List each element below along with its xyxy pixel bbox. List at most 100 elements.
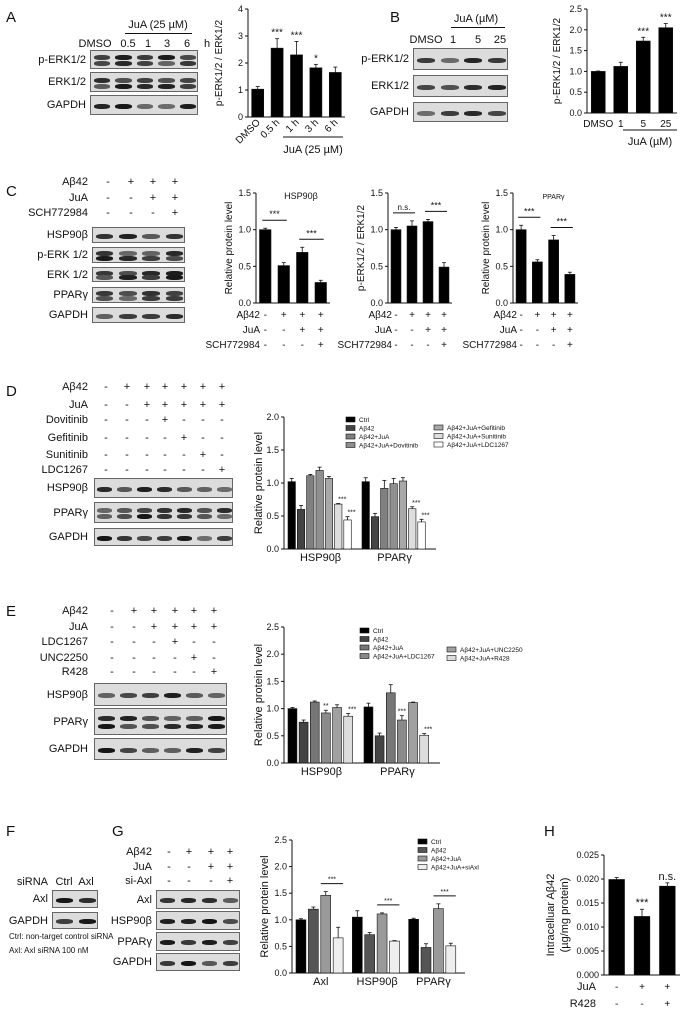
d-condition-mark: - [104,449,108,461]
chart-c1-bar [277,265,290,304]
panel-label-c: C [6,183,17,200]
g-condition-label: Aβ42 [126,846,152,858]
chart-d-legend-label: Aβ42+JuA+LDC1267 [447,442,509,449]
e-condition-mark: - [110,652,114,664]
protein-band [137,514,153,520]
chart-h-condition-mark: + [664,982,670,993]
chart-c2-bar [390,229,402,304]
chart-a-y-tick-label: 4 [238,4,243,14]
a-row-label: p-ERK1/2 [38,53,86,66]
e-condition-mark: + [210,605,218,617]
chart-e-y-tick-label: 2.0 [266,649,279,659]
protein-band [179,77,197,83]
chart-g-legend-label: Aβ42 [431,848,447,855]
protein-band [115,83,132,89]
chart-d-legend-swatch [345,416,356,423]
c-condition-mark: + [171,207,179,219]
protein-band [222,898,239,903]
protein-band [165,291,184,297]
chart-g-bar-ctrl [295,919,307,974]
chart-e-legend-swatch [446,646,457,653]
chart-c2-condition-mark: + [441,325,447,336]
chart-d-bar-ctrl [361,481,370,550]
g-condition-label: si-Axl [125,875,152,887]
chart-e-legend-swatch [446,655,457,661]
d-condition-mark: + [199,381,207,393]
protein-band [156,486,173,492]
protein-band [222,919,239,924]
c-condition-mark: - [129,192,133,204]
chart-c3-bracket-label: *** [556,217,567,227]
a-lane-label: 1 [144,38,152,50]
chart-g-group-label: Axl [313,976,328,988]
e-row-label: GAPDH [48,743,88,755]
c-condition-mark: - [106,192,110,204]
chart-c1-bar [259,229,272,304]
protein-band [165,270,184,276]
protein-band [464,57,483,63]
protein-band [416,57,435,63]
chart-e-bar-a-42-jua [309,701,320,764]
protein-band [464,110,483,116]
chart-e-bar-a-42-jua-r428 [343,715,353,764]
chart-g-bar-a-42-jua [433,908,444,974]
chart-a-significance-label: *** [271,28,283,39]
d-condition-mark: - [125,414,129,426]
chart-e-significance-label: ** [323,703,329,710]
protein-band [216,486,232,492]
d-condition-mark: - [163,449,167,461]
chart-c3-y-tick-label: 1.0 [495,225,508,235]
protein-band [159,919,176,924]
protein-band [141,715,159,721]
chart-d-y-tick-label: 0.0 [266,544,279,554]
chart-c2-condition-mark: + [409,310,415,321]
e-condition-mark: - [110,666,114,678]
protein-band [78,919,97,924]
g-condition-mark: + [185,846,193,858]
chart-c3-condition-label: SCH772984 [463,340,518,351]
g-condition-mark: - [187,861,191,873]
chart-e-y-axis-label: Relative protein level [253,644,265,746]
protein-band [97,514,113,520]
chart-g-y-tick-label: 2.5 [274,835,287,845]
chart-e-group-label: HSP90β [301,766,342,778]
protein-band [117,514,133,520]
d-condition-mark: - [145,432,149,444]
chart-c1-condition-mark: - [264,340,267,351]
panel-label-b: B [390,9,401,26]
e-condition-mark: - [192,666,196,678]
e-condition-mark: - [173,652,177,664]
chart-c2-bar [422,221,434,304]
protein-band [208,724,226,730]
protein-band [440,57,459,63]
protein-band [164,747,181,753]
protein-band [97,486,113,492]
chart-g-group-label: PPARγ [416,976,451,988]
chart-h-significance-label: n.s. [658,871,676,883]
g-condition-mark: + [226,846,234,858]
chart-g-y-axis-label: Relative protein level [259,855,271,957]
protein-band [97,535,113,541]
panel-label-f: F [6,823,16,840]
chart-a-bar [328,72,342,118]
protein-band [416,84,435,90]
chart-b-y-tick-label: 1.5 [569,46,582,56]
e-row-label: HSP90β [46,688,88,701]
chart-d-bar-ctrl [287,481,296,550]
chart-e-y-tick-label: 1.5 [266,676,279,686]
chart-c3-condition-label: JuA [500,325,518,336]
b-lane-label: 5 [474,34,482,46]
chart-h-significance-label: *** [636,897,650,909]
protein-band [216,507,232,513]
d-condition-mark: - [145,414,149,426]
a-row-label: GAPDH [46,99,86,111]
a-header-underline [125,33,192,34]
chart-c1-condition-mark: + [299,325,305,336]
protein-band [141,693,159,698]
a-blot-2 [90,95,198,115]
f-row-label: GAPDH [8,914,48,927]
chart-c1-condition-mark: - [301,340,304,351]
chart-g-bar-a-42-jua [376,913,388,974]
chart-b-significance-label: *** [660,13,672,24]
chart-c2-condition-mark: - [410,325,413,336]
